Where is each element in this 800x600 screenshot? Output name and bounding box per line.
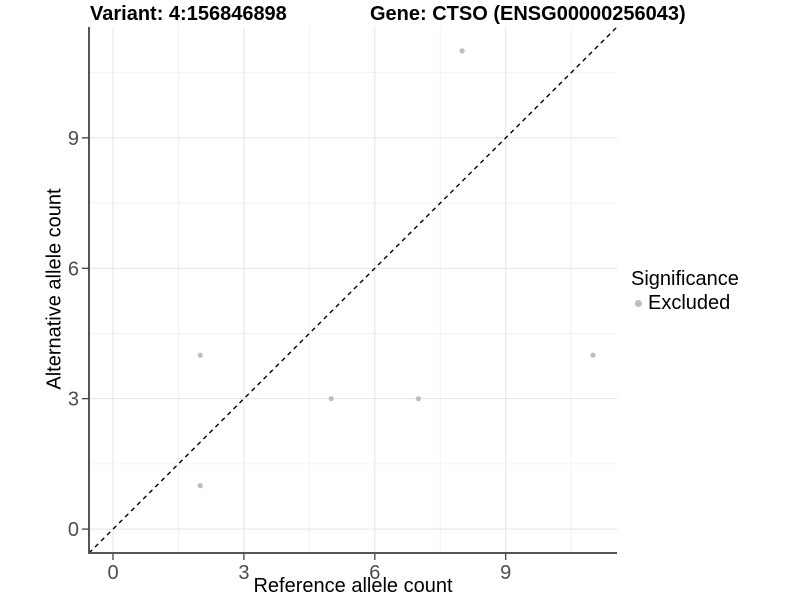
x-tick-label: 0 [107, 562, 118, 584]
data-point [328, 396, 334, 402]
x-tick-label: 6 [369, 562, 380, 584]
data-point [197, 352, 203, 358]
data-point [415, 396, 422, 402]
data-point [459, 48, 465, 54]
legend-entry-excluded: Excluded [631, 292, 739, 315]
legend-title: Significance [631, 268, 739, 290]
x-axis-label: Reference allele count [253, 575, 453, 597]
gene-title: Gene: CTSO (ENSG00000256043) [370, 3, 686, 25]
y-tick-label: 0 [68, 519, 79, 541]
data-point [197, 483, 203, 489]
variant-title: Variant: 4:156846898 [90, 3, 287, 25]
y-tick-label: 6 [68, 258, 79, 280]
y-axis-label: Alternative allele count [43, 188, 66, 390]
x-tick-label: 3 [238, 562, 249, 584]
legend: Significance Excluded [631, 268, 739, 315]
legend-entry-label: Excluded [648, 292, 731, 314]
identity-reference-line [88, 26, 618, 554]
y-tick-label: 3 [68, 389, 79, 411]
excluded-point-icon [635, 300, 642, 307]
x-tick-label: 9 [500, 562, 511, 584]
y-tick-label: 9 [68, 128, 79, 150]
data-point [590, 352, 596, 358]
